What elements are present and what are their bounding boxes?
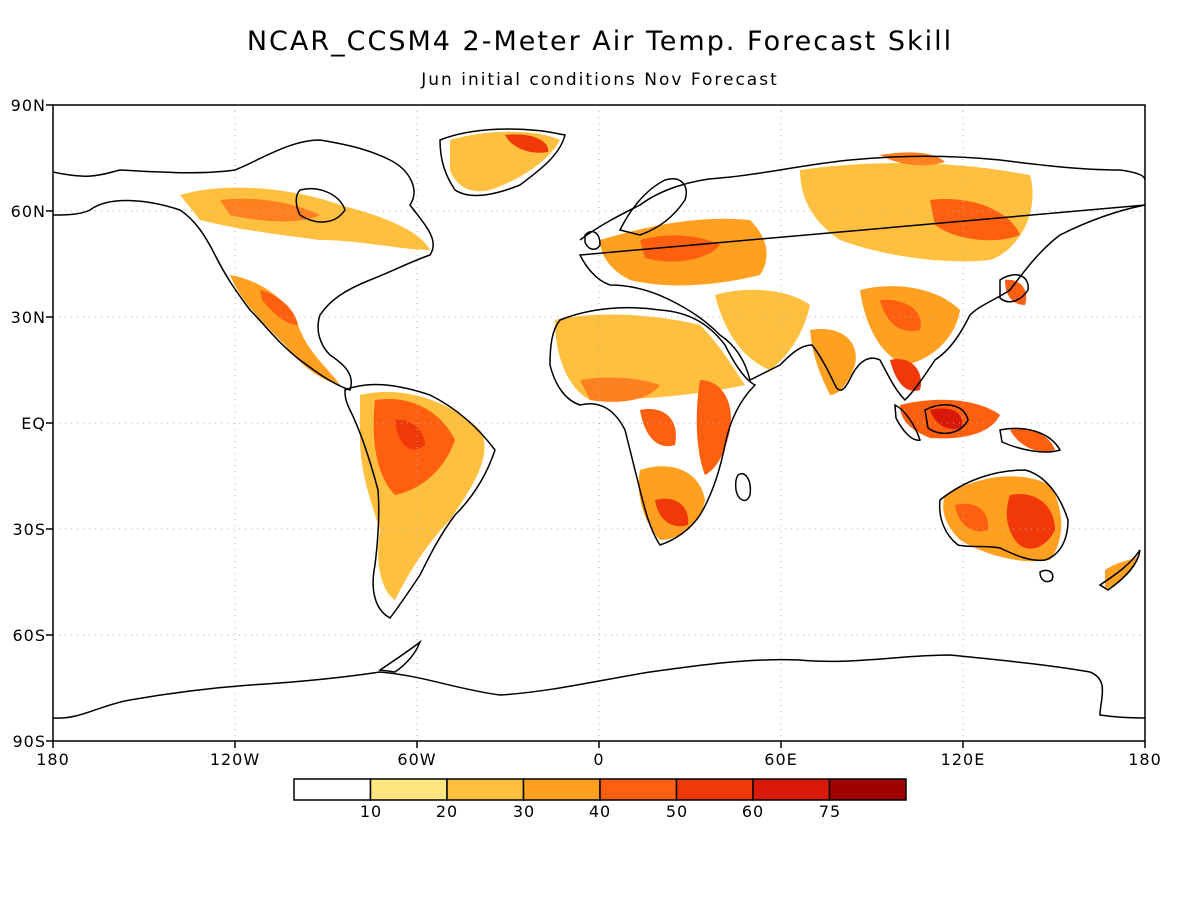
lat-label: 90N bbox=[10, 96, 46, 115]
gridlines bbox=[53, 105, 1145, 741]
coast-hudson-bay bbox=[295, 188, 346, 223]
shading-greenland-core bbox=[505, 134, 549, 153]
shading-mexico bbox=[230, 275, 340, 385]
lon-label: 60E bbox=[764, 750, 798, 769]
shading-australia-west bbox=[955, 503, 989, 532]
coast-antarctic-peninsula bbox=[377, 639, 422, 673]
lon-label: 120E bbox=[940, 750, 986, 769]
skill-shading bbox=[180, 131, 1140, 600]
colorbar-tick-label: 50 bbox=[665, 802, 689, 821]
shading-africa-sahel bbox=[580, 377, 660, 402]
coast-scandinavia bbox=[618, 178, 687, 236]
shading-europe-core bbox=[640, 235, 720, 262]
coast-north-america bbox=[53, 139, 434, 391]
shading-newzealand bbox=[1105, 555, 1140, 590]
shading-africa-south-core bbox=[655, 498, 689, 527]
colorbar-swatch bbox=[293, 778, 372, 801]
shading-china-core bbox=[880, 299, 921, 332]
lat-label: 30S bbox=[12, 520, 46, 539]
shading-africa-east bbox=[696, 380, 731, 475]
coast-madagascar bbox=[734, 473, 752, 502]
coast-south-america bbox=[344, 383, 496, 619]
shading-mexico-core bbox=[260, 290, 298, 325]
lon-label: 180 bbox=[1128, 750, 1162, 769]
shading-japan bbox=[1005, 279, 1027, 305]
coast-britain bbox=[584, 230, 601, 250]
lat-label: 30N bbox=[10, 308, 46, 327]
coast-antarctica bbox=[53, 654, 1145, 719]
lat-label: 60S bbox=[12, 626, 46, 645]
coastlines bbox=[53, 128, 1145, 719]
colorbar-tick-label: 30 bbox=[512, 802, 536, 821]
shading-canada-core bbox=[220, 198, 320, 222]
lon-label: 0 bbox=[593, 750, 605, 769]
map-subtitle: Jun initial conditions Nov Forecast bbox=[421, 70, 779, 90]
shading-africa-central bbox=[640, 409, 676, 447]
colorbar-tick-label: 40 bbox=[588, 802, 612, 821]
colorbar-tick-label: 20 bbox=[435, 802, 459, 821]
shading-newguinea bbox=[1010, 428, 1055, 452]
colorbar-swatch bbox=[446, 778, 525, 801]
colorbar-tick-label: 10 bbox=[359, 802, 383, 821]
coast-sumatra bbox=[894, 403, 921, 441]
coast-australia bbox=[938, 469, 1069, 562]
coast-greenland bbox=[439, 128, 566, 197]
colorbar-swatch bbox=[369, 778, 448, 801]
lon-label: 180 bbox=[36, 750, 70, 769]
colorbar-swatch bbox=[675, 778, 754, 801]
lat-label: EQ bbox=[21, 414, 46, 433]
coast-newguinea bbox=[999, 427, 1062, 453]
shading-borneo-core bbox=[930, 408, 963, 430]
coast-tasmania bbox=[1039, 569, 1054, 583]
shading-seasia bbox=[890, 359, 921, 391]
colorbar-swatch bbox=[828, 778, 907, 801]
coast-africa bbox=[549, 306, 757, 546]
colorbar bbox=[293, 778, 907, 801]
coast-newzealand bbox=[1098, 549, 1141, 591]
shading-greenland bbox=[450, 131, 560, 192]
shading-australia-core bbox=[1006, 494, 1055, 549]
colorbar-swatch bbox=[522, 778, 601, 801]
colorbar-swatch bbox=[599, 778, 678, 801]
lat-label: 90S bbox=[12, 732, 46, 751]
coast-borneo bbox=[924, 404, 969, 435]
colorbar-tick-label: 75 bbox=[818, 802, 842, 821]
lon-label: 120W bbox=[209, 750, 261, 769]
map-title: NCAR_CCSM4 2-Meter Air Temp. Forecast Sk… bbox=[246, 26, 954, 57]
lat-label: 60N bbox=[10, 202, 46, 221]
lon-label: 60W bbox=[397, 750, 437, 769]
coast-japan bbox=[999, 274, 1029, 303]
axis-ticks bbox=[46, 104, 1146, 748]
colorbar-swatch bbox=[752, 778, 831, 801]
shading-india bbox=[810, 329, 856, 395]
colorbar-tick-label: 60 bbox=[741, 802, 765, 821]
shading-middleeast bbox=[715, 289, 810, 370]
